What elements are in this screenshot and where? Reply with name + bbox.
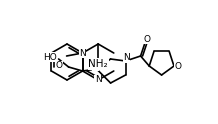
Text: HO: HO (43, 52, 57, 62)
Text: NH₂: NH₂ (88, 59, 108, 69)
Text: N: N (95, 76, 102, 84)
Text: N: N (123, 53, 130, 62)
Text: O: O (143, 34, 150, 44)
Text: N: N (79, 48, 86, 58)
Text: O: O (55, 62, 62, 71)
Text: N: N (92, 62, 99, 71)
Text: O: O (174, 62, 181, 71)
